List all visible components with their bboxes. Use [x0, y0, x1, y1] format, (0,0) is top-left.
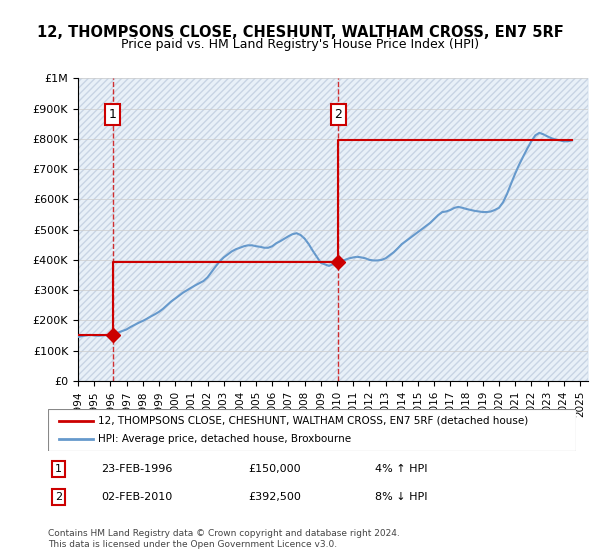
Text: Price paid vs. HM Land Registry's House Price Index (HPI): Price paid vs. HM Land Registry's House …	[121, 38, 479, 51]
Text: 1: 1	[55, 464, 62, 474]
Text: 02-FEB-2010: 02-FEB-2010	[101, 492, 172, 502]
Text: £392,500: £392,500	[248, 492, 302, 502]
Text: 12, THOMPSONS CLOSE, CHESHUNT, WALTHAM CROSS, EN7 5RF (detached house): 12, THOMPSONS CLOSE, CHESHUNT, WALTHAM C…	[98, 416, 529, 426]
Text: 4% ↑ HPI: 4% ↑ HPI	[376, 464, 428, 474]
Text: HPI: Average price, detached house, Broxbourne: HPI: Average price, detached house, Brox…	[98, 434, 351, 444]
Text: 8% ↓ HPI: 8% ↓ HPI	[376, 492, 428, 502]
Text: 12, THOMPSONS CLOSE, CHESHUNT, WALTHAM CROSS, EN7 5RF: 12, THOMPSONS CLOSE, CHESHUNT, WALTHAM C…	[37, 25, 563, 40]
Text: 2: 2	[334, 108, 342, 121]
Text: £150,000: £150,000	[248, 464, 301, 474]
Text: 23-FEB-1996: 23-FEB-1996	[101, 464, 172, 474]
Text: Contains HM Land Registry data © Crown copyright and database right 2024.
This d: Contains HM Land Registry data © Crown c…	[48, 529, 400, 549]
Text: 1: 1	[109, 108, 117, 121]
FancyBboxPatch shape	[48, 409, 576, 451]
Text: 2: 2	[55, 492, 62, 502]
